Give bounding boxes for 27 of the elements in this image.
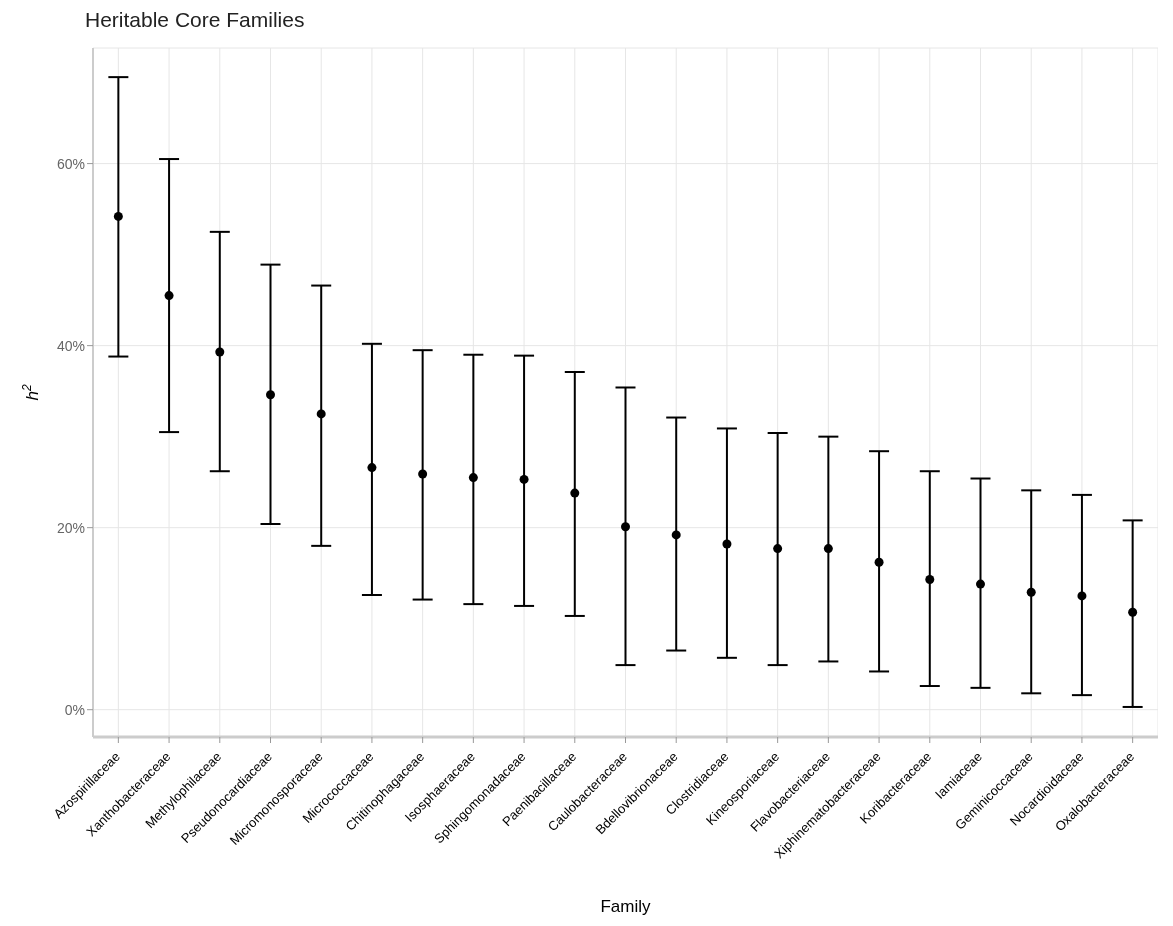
y-tick-label: 0% bbox=[64, 701, 85, 718]
point bbox=[976, 579, 985, 589]
y-tick-label: 60% bbox=[56, 155, 85, 172]
point bbox=[215, 347, 225, 357]
point bbox=[570, 488, 580, 498]
point bbox=[367, 463, 377, 473]
point bbox=[113, 211, 123, 221]
point bbox=[621, 522, 630, 532]
point bbox=[823, 544, 833, 554]
point bbox=[266, 390, 275, 400]
point bbox=[164, 291, 174, 301]
x-axis-title: Family bbox=[600, 897, 652, 916]
chart-title: Heritable Core Families bbox=[85, 8, 306, 33]
point bbox=[874, 557, 884, 567]
point bbox=[519, 474, 529, 484]
point bbox=[1128, 607, 1138, 617]
y-tick-label: 20% bbox=[56, 519, 85, 536]
point bbox=[1077, 591, 1087, 601]
y-tick-label: 40% bbox=[56, 337, 85, 354]
point bbox=[468, 473, 478, 483]
point bbox=[671, 530, 681, 540]
point bbox=[1026, 587, 1036, 597]
point bbox=[418, 469, 428, 479]
point bbox=[925, 575, 935, 585]
point bbox=[316, 409, 326, 419]
point bbox=[773, 544, 783, 554]
point bbox=[722, 539, 732, 549]
